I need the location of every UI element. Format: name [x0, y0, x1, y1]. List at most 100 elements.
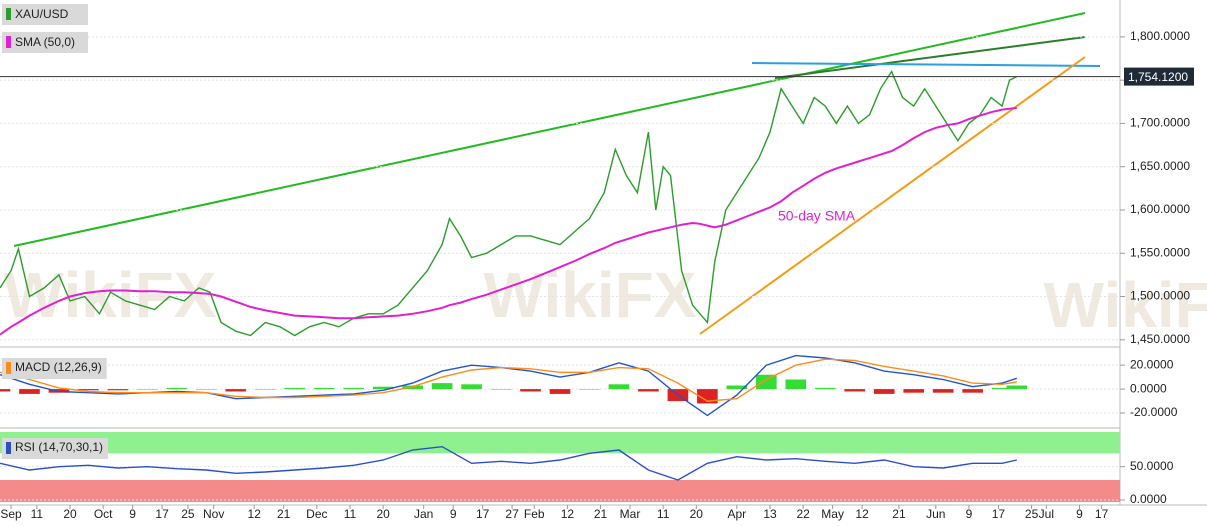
- watermark: WikiFX: [4, 259, 217, 331]
- histogram-bar: [785, 379, 807, 390]
- x-tick-label: 21: [277, 507, 291, 521]
- x-tick-label: 11: [31, 507, 44, 521]
- x-tick-label: Sep: [0, 507, 22, 521]
- x-tick-label: 13: [763, 507, 777, 521]
- x-tick-label: Apr: [727, 507, 746, 521]
- legend-label: XAU/USD: [15, 7, 69, 21]
- last-price-label: 1,754.1200: [1128, 70, 1188, 84]
- histogram-bar: [431, 383, 453, 390]
- legend-box: [2, 358, 107, 379]
- histogram-bar: [873, 389, 895, 394]
- x-tick-label: 27: [505, 507, 519, 521]
- histogram-bar: [196, 389, 217, 390]
- watermarks: WikiFX WikiFX WikiFX: [4, 259, 1207, 341]
- x-tick-label: 21: [892, 507, 906, 521]
- histogram-bar: [903, 389, 924, 393]
- watermark: WikiFX: [484, 259, 697, 331]
- resistance-line: [751, 62, 1101, 67]
- trend-line: [774, 36, 1086, 79]
- histogram-bar: [107, 389, 129, 391]
- series-line: [0, 354, 1018, 417]
- histogram-bar: [756, 374, 777, 390]
- legend-box: [2, 32, 88, 53]
- histogram-bar: [608, 384, 630, 390]
- histogram-bar: [343, 387, 364, 390]
- x-tick-label: 9: [450, 507, 457, 521]
- histogram-bar: [726, 385, 748, 390]
- x-tick-label: Jul: [1039, 507, 1054, 521]
- histogram-bar: [520, 389, 541, 392]
- x-tick-label: 17: [1095, 507, 1109, 521]
- histogram-bar: [166, 387, 188, 390]
- trend-line: [13, 12, 1086, 247]
- histogram-bar: [579, 389, 600, 390]
- x-tick-label: Nov: [203, 507, 224, 521]
- x-tick-label: 17: [476, 507, 490, 521]
- panel-title: MACD (12,26,9): [15, 360, 102, 374]
- x-tick-label: Feb: [524, 507, 545, 521]
- y-tick-label: 20.0000: [1130, 357, 1174, 371]
- x-tick-label: 21: [594, 507, 608, 521]
- x-tick-label: 20: [690, 507, 704, 521]
- histogram-bar: [697, 389, 718, 404]
- annotation: 50-day SMA: [778, 208, 856, 224]
- legend-box: [2, 438, 109, 459]
- last-price-box: [1124, 67, 1194, 86]
- x-tick-label: 20: [63, 507, 77, 521]
- legend-swatch: [6, 36, 11, 48]
- histogram-bar: [932, 389, 954, 393]
- histogram-bar: [137, 389, 158, 390]
- x-tick-label: 12: [561, 507, 575, 521]
- series-line: [0, 445, 1017, 481]
- x-tick-label: 17: [155, 507, 169, 521]
- support-line: [699, 56, 1086, 335]
- band: [0, 480, 1120, 502]
- histogram-bar: [490, 389, 512, 390]
- histogram-bar: [284, 387, 306, 390]
- histogram-bar: [0, 389, 11, 392]
- histogram-bar: [549, 389, 571, 394]
- histogram-bar: [461, 384, 482, 390]
- histogram-bar: [962, 389, 983, 393]
- histogram-bar: [814, 387, 836, 390]
- y-tick-label: 1,600.0000: [1130, 202, 1190, 216]
- x-tick-label: 11: [657, 507, 670, 521]
- x-tick-label: Jun: [926, 507, 945, 521]
- y-tick-label: -20.0000: [1130, 405, 1178, 419]
- x-tick-label: 9: [129, 507, 136, 521]
- x-tick-label: 25: [1025, 507, 1039, 521]
- y-tick-label: 50.0000: [1130, 459, 1174, 473]
- histogram-bar: [991, 387, 1013, 390]
- histogram-bar: [638, 389, 659, 392]
- watermark: WikiFX: [1044, 269, 1207, 341]
- x-tick-label: 22: [796, 507, 810, 521]
- series-line: [0, 358, 1017, 402]
- legend-box: [2, 4, 88, 25]
- y-tick-label: 1,650.0000: [1130, 159, 1190, 173]
- y-tick-label: 1,700.0000: [1130, 116, 1190, 130]
- x-tick-label: Dec: [306, 507, 327, 521]
- x-tick-label: Jan: [414, 507, 433, 521]
- band: [0, 432, 1120, 454]
- y-tick-label: 0.0000: [1130, 381, 1167, 395]
- x-tick-label: 12: [855, 507, 869, 521]
- legend-label: SMA (50,0): [15, 35, 75, 49]
- histogram-bar: [19, 389, 40, 394]
- histogram-bar: [1006, 385, 1028, 390]
- panel-title: RSI (14,70,30,1): [15, 440, 103, 454]
- x-tick-label: May: [821, 507, 844, 521]
- histogram-bar: [372, 386, 394, 390]
- y-tick-label: 1,800.0000: [1130, 29, 1190, 43]
- histogram-bar: [844, 389, 866, 392]
- x-tick-label: 11: [344, 507, 357, 521]
- legend-swatch: [6, 442, 11, 454]
- x-tick-label: 20: [376, 507, 390, 521]
- histogram-bar: [78, 389, 99, 391]
- y-tick-label: 1,550.0000: [1130, 245, 1190, 259]
- legend-swatch: [6, 8, 11, 20]
- histogram-bar: [225, 389, 247, 392]
- x-tick-label: Mar: [620, 507, 641, 521]
- x-tick-label: 9: [1076, 507, 1083, 521]
- series-line: [0, 106, 1017, 336]
